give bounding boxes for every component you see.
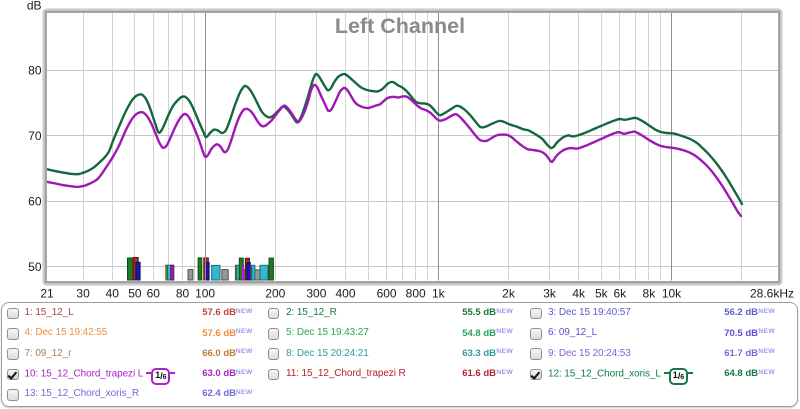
svg-text:50: 50 <box>128 287 142 301</box>
svg-text:400: 400 <box>335 287 355 301</box>
svg-text:600: 600 <box>377 287 397 301</box>
svg-text:10k: 10k <box>662 287 682 301</box>
svg-text:60: 60 <box>147 287 161 301</box>
svg-text:60: 60 <box>28 195 42 209</box>
svg-text:21: 21 <box>40 287 54 301</box>
svg-text:4k: 4k <box>572 287 586 301</box>
svg-text:dB: dB <box>27 0 42 13</box>
svg-text:40: 40 <box>106 287 120 301</box>
svg-text:3k: 3k <box>543 287 557 301</box>
svg-text:Left Channel: Left Channel <box>335 14 465 38</box>
svg-text:5k: 5k <box>595 287 609 301</box>
svg-text:30: 30 <box>76 287 90 301</box>
svg-text:800: 800 <box>406 287 426 301</box>
svg-text:1k: 1k <box>432 287 446 301</box>
svg-text:200: 200 <box>265 287 285 301</box>
svg-text:50: 50 <box>28 260 42 274</box>
svg-text:70: 70 <box>28 129 42 143</box>
svg-text:80: 80 <box>28 64 42 78</box>
svg-text:2k: 2k <box>502 287 516 301</box>
svg-text:300: 300 <box>306 287 326 301</box>
svg-text:6k: 6k <box>613 287 627 301</box>
svg-text:8k: 8k <box>643 287 657 301</box>
svg-text:28.6kHz: 28.6kHz <box>750 287 794 301</box>
svg-text:80: 80 <box>176 287 190 301</box>
svg-text:100: 100 <box>195 287 215 301</box>
